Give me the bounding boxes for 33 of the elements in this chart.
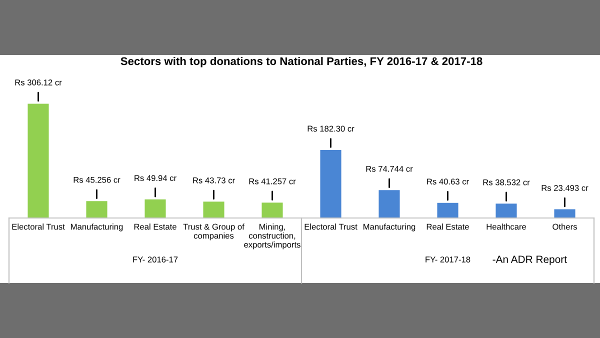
x-tick-label: Real Estate [134, 224, 176, 230]
text: FY- 2016-17 [133, 256, 178, 262]
data-label: Rs 182.30 cr [308, 126, 354, 132]
x-tick-label: Manufacturing [364, 224, 416, 232]
data-label: Rs 306.12 cr [15, 80, 62, 86]
text: FY- 2017-18 [426, 256, 470, 262]
bar [28, 104, 49, 218]
x-tick-label: Electoral Trust [12, 224, 65, 230]
x-tick-label: Real Estate [426, 224, 469, 230]
bar [378, 190, 400, 218]
x-tick-label: Healthcare [486, 224, 526, 230]
chart-title: Sectors with top donations to National Parties, FY 2016-17 & 2017-18 [120, 56, 482, 68]
x-tick-label: Mining, construction, exports/imports [244, 224, 300, 250]
bar [554, 209, 576, 218]
data-label: Rs 49.94 cr [134, 175, 176, 182]
x-tick-label: Manufacturing [71, 224, 123, 232]
bar [144, 199, 166, 218]
x-tick-label: Electoral Trust [304, 224, 358, 230]
text: -An ADR Report [492, 256, 567, 266]
x-tick-label: Others [552, 224, 577, 230]
data-label: Rs 40.63 cr [427, 178, 469, 185]
bar [320, 150, 342, 218]
bar [262, 202, 283, 218]
data-label: Rs 38.532 cr [483, 179, 530, 186]
bar [437, 202, 458, 218]
data-label: Rs 23.493 cr [542, 185, 588, 191]
bar [496, 204, 517, 218]
data-label: Rs 45.256 cr [74, 176, 120, 183]
data-label: Rs 74.744 cr [366, 166, 413, 172]
data-label: Rs 43.73 cr [193, 177, 235, 184]
data-label: Rs 41.257 cr [249, 178, 296, 184]
bar [203, 202, 224, 218]
bar [86, 201, 108, 218]
